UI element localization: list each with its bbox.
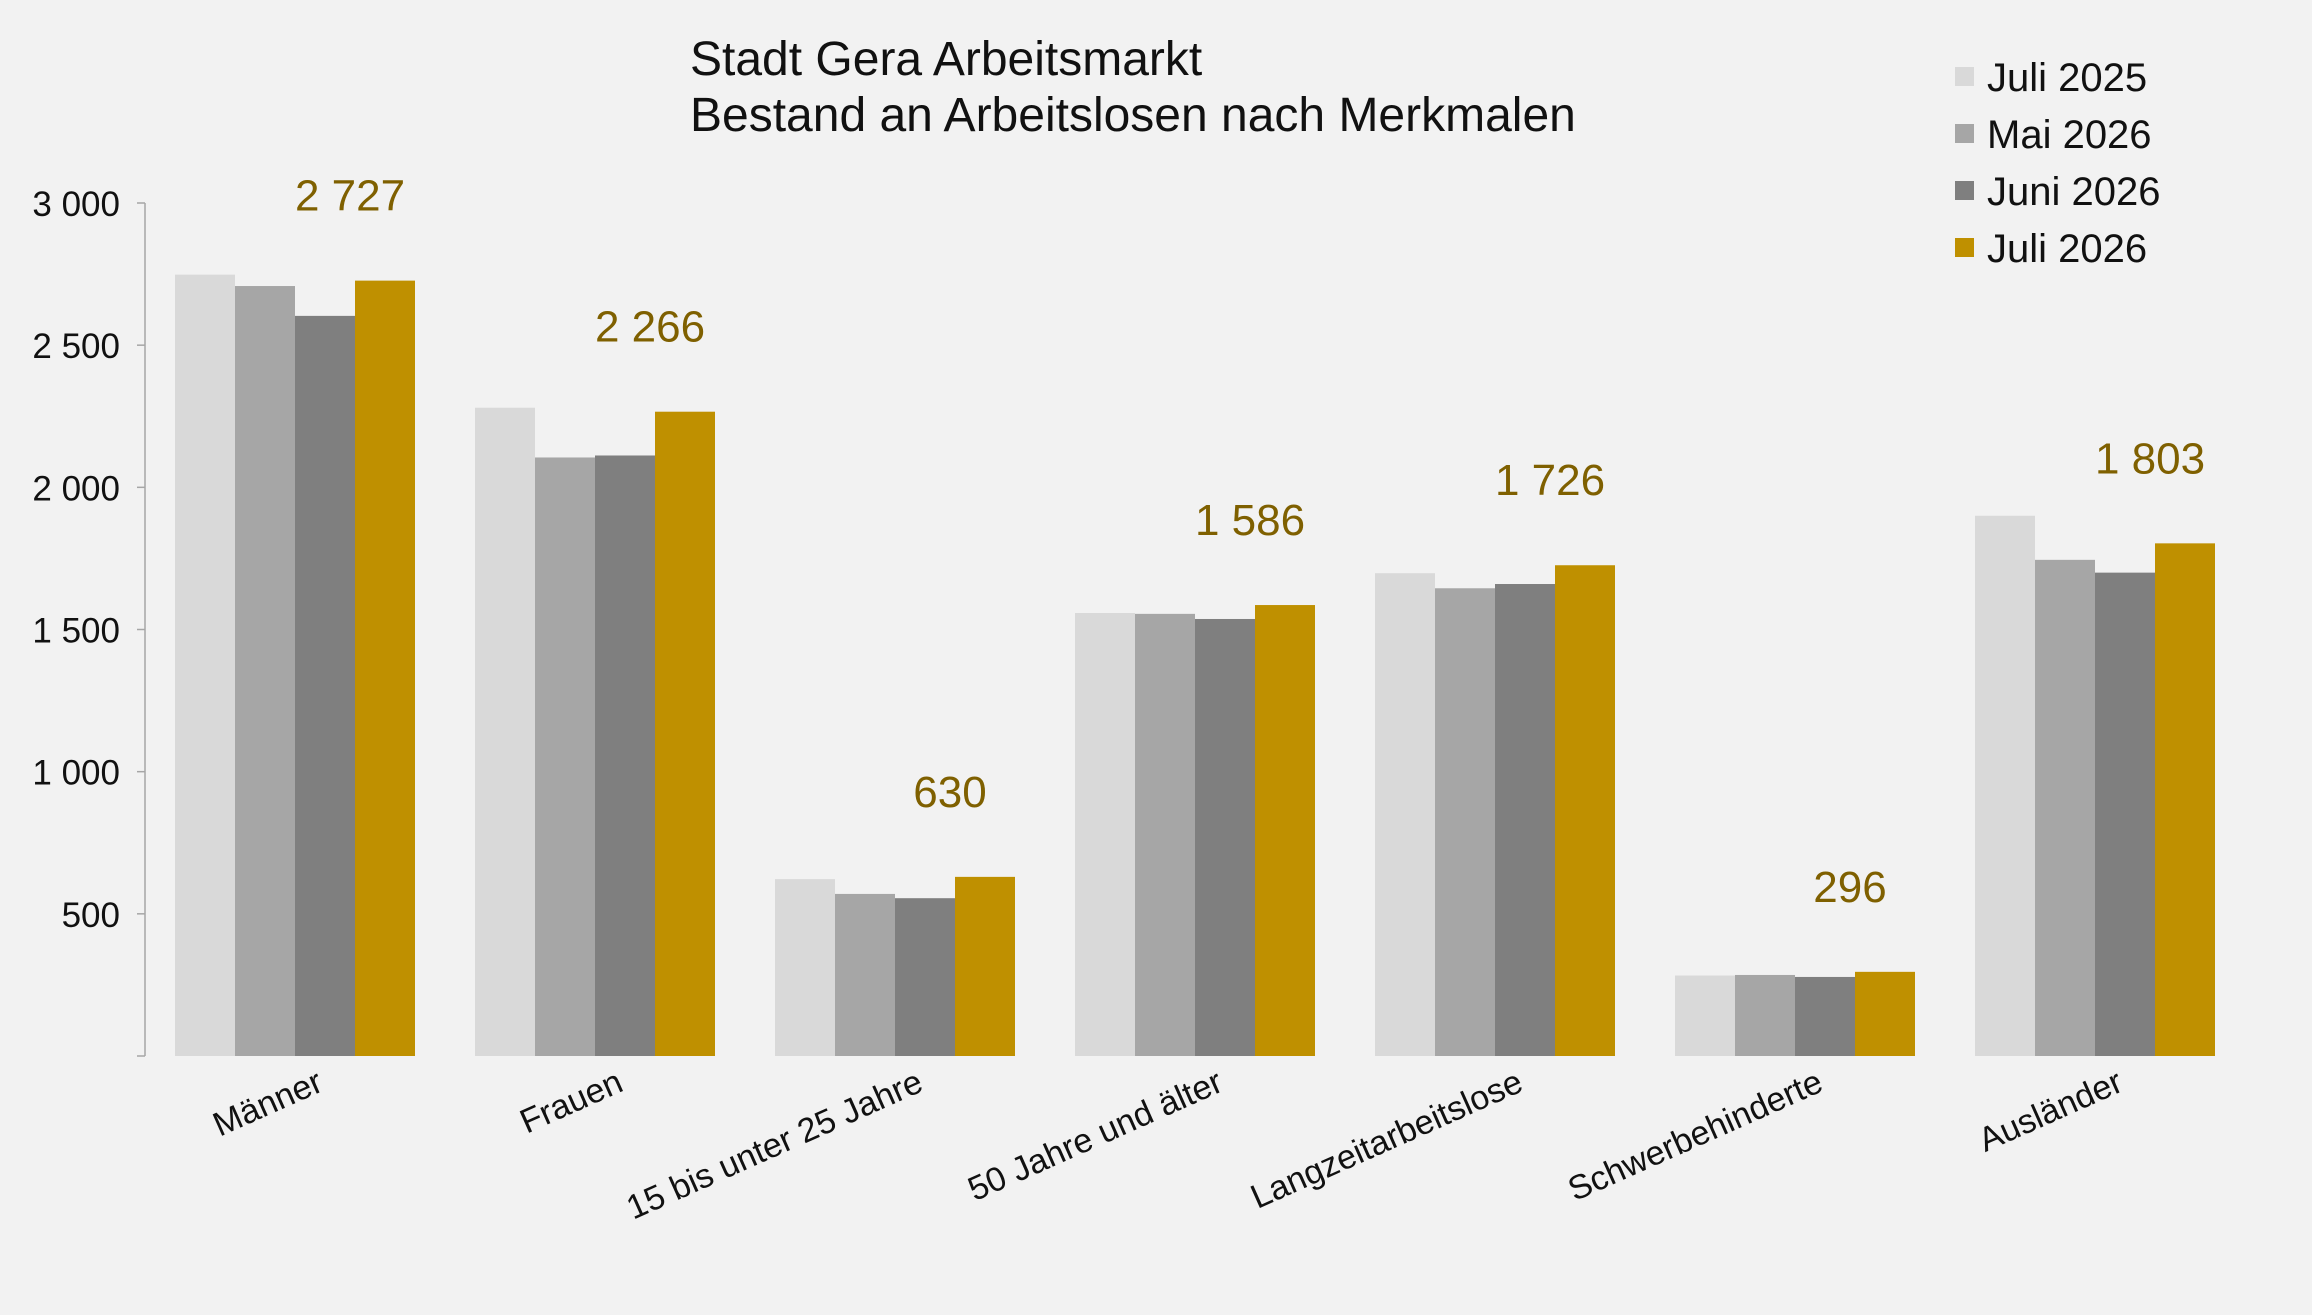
category-label: Schwerbehinderte [1562,1063,1828,1209]
bar [655,411,715,1056]
category-label: 50 Jahre und älter [962,1063,1228,1209]
bar [895,898,955,1056]
legend-swatch-mai-2026 [1955,124,1974,143]
bar [1975,515,2035,1056]
data-label: 2 266 [595,303,705,352]
bar [1555,565,1615,1056]
data-label: 1 803 [2095,434,2205,483]
bars [175,274,2215,1057]
bar [775,879,835,1056]
bar [955,876,1015,1056]
bar [1675,975,1735,1056]
bar [1855,971,1915,1056]
y-tick-label: 2 000 [32,469,120,508]
category-label: Langzeitarbeitslose [1245,1063,1528,1217]
bar [1135,613,1195,1056]
data-label: 2 727 [295,172,405,221]
bar [1795,976,1855,1056]
legend-swatch-juli-2026 [1955,238,1974,257]
legend-swatch-juni-2026 [1955,181,1974,200]
category-label: Frauen [514,1063,628,1142]
chart-title-line-2: Bestand an Arbeitslosen nach Merkmalen [690,89,1576,142]
bar [475,407,535,1057]
legend-label: Juli 2025 [1987,56,2148,100]
bar [2155,543,2215,1056]
chart-title: Stadt Gera Arbeitsmarkt Bestand an Arbei… [690,32,1576,144]
bar [1255,605,1315,1056]
bar [1075,613,1135,1056]
category-label: Ausländer [1973,1063,2128,1160]
data-label: 1 586 [1195,496,1305,545]
category-label: Männer [207,1063,328,1145]
bar [1435,588,1495,1056]
legend-label: Mai 2026 [1987,113,2152,157]
bar [2035,559,2095,1056]
bar [1195,618,1255,1056]
legend-swatch-juli-2025 [1955,67,1974,86]
bar [355,280,415,1056]
bar [1495,584,1555,1056]
y-tick-label: 1 500 [32,612,120,651]
y-axis: 500 1 000 1 500 2 000 2 500 3 000 [32,185,146,1057]
y-tick-label: 500 [62,896,120,935]
bar [235,286,295,1056]
legend-label: Juli 2026 [1987,227,2148,271]
y-tick-label: 2 500 [32,327,120,366]
chart-title-line-1: Stadt Gera Arbeitsmarkt [690,33,1203,86]
category-label: 15 bis unter 25 Jahre [621,1063,928,1228]
data-label: 296 [1813,863,1886,912]
data-label: 1 726 [1495,456,1605,505]
y-tick-label: 3 000 [32,185,120,224]
bar [595,455,655,1056]
bar [175,274,235,1057]
bar [2095,572,2155,1056]
bar [535,457,595,1056]
bar [1375,573,1435,1056]
bar [1735,974,1795,1056]
bar [835,893,895,1056]
legend-label: Juni 2026 [1987,170,2161,214]
data-label: 630 [913,768,986,817]
y-tick-label: 1 000 [32,754,120,793]
bar [295,315,355,1056]
data-labels: 2 727 2 266 630 1 586 1 726 296 1 803 [295,172,2205,912]
